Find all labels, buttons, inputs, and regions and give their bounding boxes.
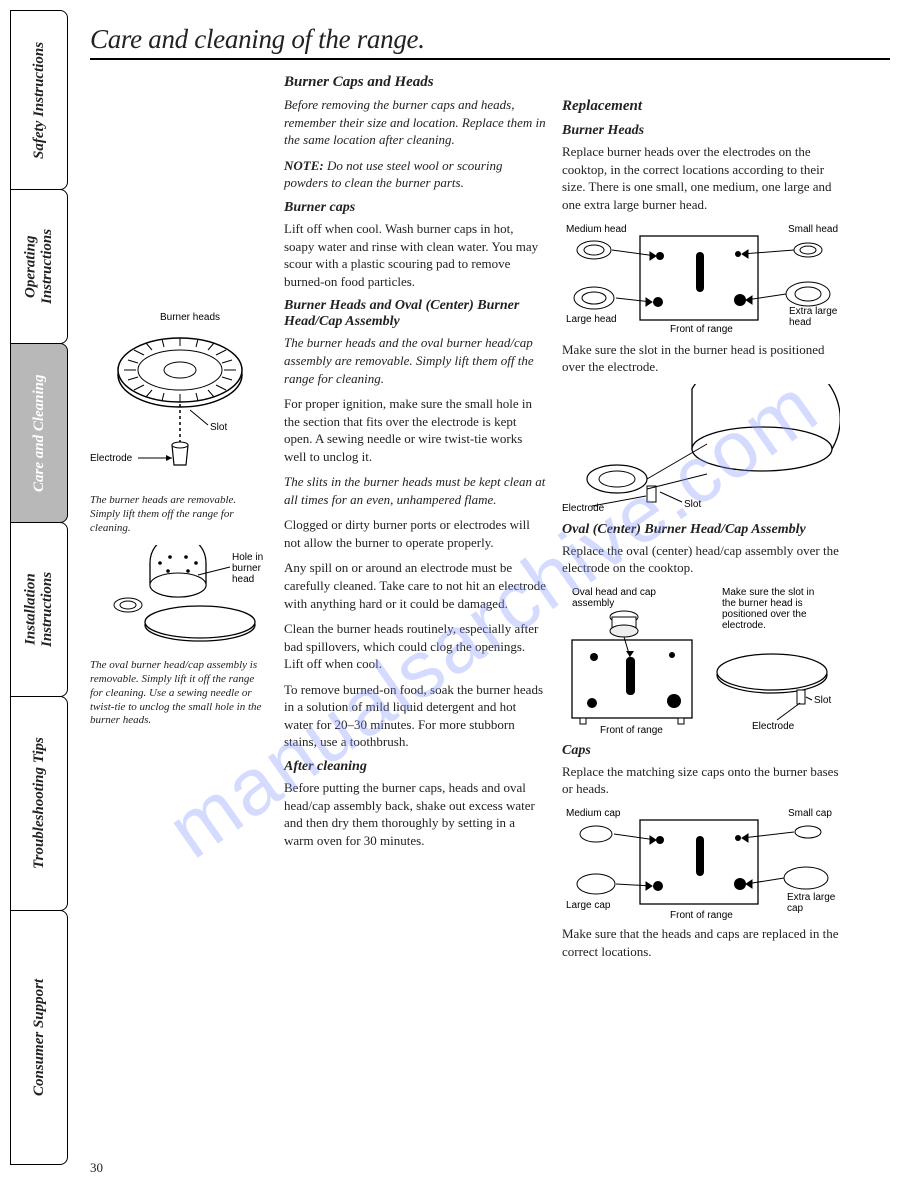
lbl-slot-2: Slot bbox=[684, 499, 701, 510]
figure-slot-electrode: Electrode Slot bbox=[562, 384, 840, 514]
lbl-xl-cap-1: Extra large bbox=[787, 892, 836, 903]
h3-oval-assembly: Oval (Center) Burner Head/Cap Assembly bbox=[562, 522, 840, 538]
p5: The slits in the burner heads must be ke… bbox=[284, 473, 546, 508]
label-slot: Slot bbox=[210, 422, 227, 433]
label-hole-2: burner bbox=[232, 563, 262, 574]
p-note: NOTE: Do not use steel wool or scouring … bbox=[284, 157, 546, 192]
lbl-large-cap: Large cap bbox=[566, 900, 611, 911]
p4: For proper ignition, make sure the small… bbox=[284, 395, 546, 465]
lbl-electrode-3: Electrode bbox=[752, 721, 795, 732]
lbl-electrode-2: Electrode bbox=[562, 503, 605, 514]
h3-burner-heads: Burner Heads bbox=[562, 123, 840, 139]
col-middle: Burner Caps and Heads Before removing th… bbox=[284, 74, 546, 968]
tab-safety[interactable]: Safety Instructions bbox=[10, 10, 68, 190]
col-right: Replacement Burner Heads Replace burner … bbox=[562, 74, 840, 968]
page-number: 30 bbox=[90, 1160, 103, 1176]
h3-burner-heads-oval: Burner Heads and Oval (Center) Burner He… bbox=[284, 298, 546, 330]
tab-operating[interactable]: Operating Instructions bbox=[10, 189, 68, 344]
p3: The burner heads and the oval burner hea… bbox=[284, 334, 546, 387]
label-hole-1: Hole in bbox=[232, 552, 263, 563]
label-hole-3: head bbox=[232, 574, 254, 585]
lbl-small-cap: Small cap bbox=[788, 808, 832, 819]
lbl-slot-3: Slot bbox=[814, 695, 831, 706]
h2-replacement: Replacement bbox=[562, 98, 840, 115]
h3-burner-caps: Burner caps bbox=[284, 200, 546, 216]
p7: Any spill on or around an electrode must… bbox=[284, 559, 546, 612]
lbl-front-3: Front of range bbox=[670, 910, 733, 921]
h3-after-cleaning: After cleaning bbox=[284, 759, 546, 775]
tab-care-cleaning[interactable]: Care and Cleaning bbox=[10, 343, 68, 523]
lbl-medium-cap: Medium cap bbox=[566, 808, 621, 819]
figure-burner-head: Burner heads bbox=[90, 310, 268, 490]
caption-fig1: The burner heads are removable. Simply l… bbox=[90, 494, 268, 535]
lbl-large-head: Large head bbox=[566, 314, 617, 325]
p-caps: Replace the matching size caps onto the … bbox=[562, 763, 840, 798]
p8: Clean the burner heads routinely, especi… bbox=[284, 620, 546, 673]
lbl-note-2: the burner head is bbox=[722, 598, 803, 609]
figure-caps-layout: Medium cap Small cap Large cap Extra lar… bbox=[562, 806, 840, 921]
side-tabs: Safety Instructions Operating Instructio… bbox=[0, 0, 68, 1188]
lbl-medium-head: Medium head bbox=[566, 224, 627, 235]
tab-installation[interactable]: Installation Instructions bbox=[10, 522, 68, 697]
lbl-note-4: electrode. bbox=[722, 620, 766, 631]
h2-burner-caps-heads: Burner Caps and Heads bbox=[284, 74, 546, 91]
p-oval: Replace the oval (center) head/cap assem… bbox=[562, 542, 840, 577]
lbl-xl-head-2: head bbox=[789, 317, 811, 328]
lbl-front-2: Front of range bbox=[600, 725, 663, 735]
lbl-assembly-2: assembly bbox=[572, 598, 614, 609]
p9: To remove burned-on food, soak the burne… bbox=[284, 681, 546, 751]
page-title: Care and cleaning of the range. bbox=[90, 24, 890, 60]
p-slot-note: Make sure the slot in the burner head is… bbox=[562, 341, 840, 376]
caption-fig2: The oval burner head/cap assembly is rem… bbox=[90, 659, 268, 728]
figure-oval-assembly: Hole in burner head bbox=[90, 545, 268, 655]
content-area: manualsarchive.com Care and cleaning of … bbox=[68, 0, 918, 1188]
tab-troubleshooting[interactable]: Troubleshooting Tips bbox=[10, 696, 68, 911]
note-label: NOTE: bbox=[284, 158, 324, 173]
tab-consumer-support[interactable]: Consumer Support bbox=[10, 910, 68, 1165]
p-intro: Before removing the burner caps and head… bbox=[284, 96, 546, 149]
p10: Before putting the burner caps, heads an… bbox=[284, 779, 546, 849]
h3-caps: Caps bbox=[562, 743, 840, 759]
lbl-small-head: Small head bbox=[788, 224, 838, 235]
lbl-note-3: positioned over the bbox=[722, 609, 807, 620]
p6: Clogged or dirty burner ports or electro… bbox=[284, 516, 546, 551]
lbl-assembly-1: Oval head and cap bbox=[572, 587, 656, 598]
p-burner-heads: Replace burner heads over the electrodes… bbox=[562, 143, 840, 213]
lbl-xl-head-1: Extra large bbox=[789, 306, 838, 317]
lbl-front-1: Front of range bbox=[670, 324, 733, 335]
p-final: Make sure that the heads and caps are re… bbox=[562, 925, 840, 960]
page: Safety Instructions Operating Instructio… bbox=[0, 0, 918, 1188]
label-electrode: Electrode bbox=[90, 453, 133, 464]
figure-heads-layout: Medium head Small head Large head Extra … bbox=[562, 222, 840, 337]
label-burner-heads: Burner heads bbox=[160, 312, 220, 323]
columns: Burner heads bbox=[90, 74, 890, 968]
lbl-xl-cap-2: cap bbox=[787, 903, 804, 914]
figure-oval-cooktop: Oval head and cap assembly Make sure the… bbox=[562, 585, 840, 735]
col-left: Burner heads bbox=[90, 74, 268, 968]
p-burner-caps: Lift off when cool. Wash burner caps in … bbox=[284, 220, 546, 290]
lbl-note-1: Make sure the slot in bbox=[722, 587, 814, 598]
